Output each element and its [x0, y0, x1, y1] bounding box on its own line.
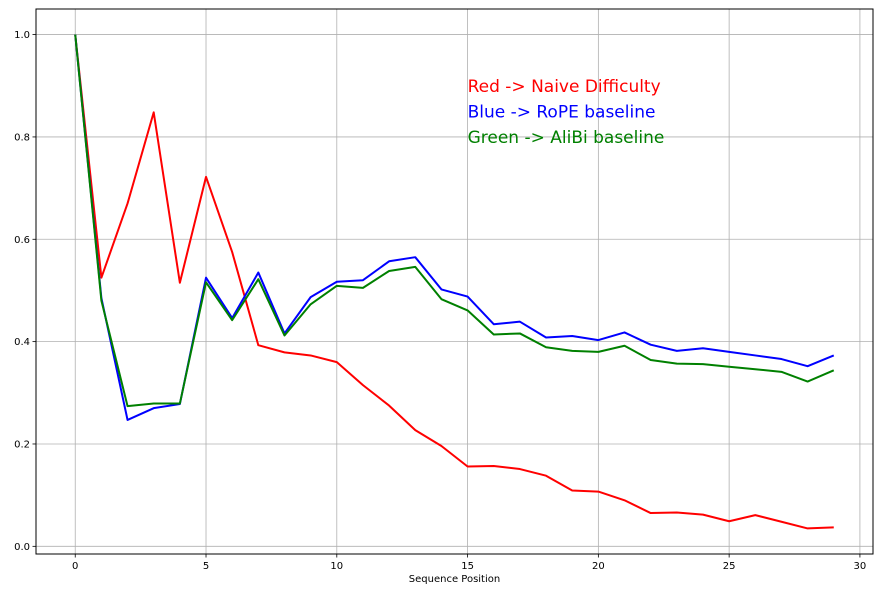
x-tick-label: 5 — [203, 561, 209, 572]
series-red-line — [74, 34, 834, 530]
x-tick-label: 20 — [592, 561, 605, 572]
x-tick-label: 15 — [461, 561, 474, 572]
y-tick-label: 0.4 — [14, 337, 30, 348]
x-axis-label: Sequence Position — [409, 574, 500, 585]
x-tick-label: 10 — [330, 561, 343, 572]
annotation-blue: Blue -> RoPE baseline — [468, 102, 656, 122]
annotation-red: Red -> Naive Difficulty — [468, 77, 661, 97]
x-tick-label: 30 — [854, 561, 867, 572]
plot-background — [36, 9, 873, 554]
x-tick-label: 25 — [723, 561, 736, 572]
grid — [36, 9, 873, 554]
series-lines — [74, 34, 835, 530]
legend-annotations: Red -> Naive Difficulty Blue -> RoPE base… — [468, 77, 665, 148]
y-axis-ticks: 0.0 0.2 0.4 0.6 0.8 1.0 — [14, 30, 36, 553]
series-green-line — [74, 34, 835, 408]
y-tick-label: 0.6 — [14, 235, 30, 246]
y-tick-label: 0.2 — [14, 439, 30, 450]
y-tick-label: 0.8 — [14, 132, 30, 143]
y-tick-label: 0.0 — [14, 542, 30, 553]
x-axis-ticks: 0 5 10 15 20 25 30 — [72, 554, 866, 572]
y-tick-label: 1.0 — [14, 30, 30, 41]
x-tick-label: 0 — [72, 561, 78, 572]
plot-frame — [35, 8, 874, 555]
annotation-green: Green -> AliBi baseline — [468, 128, 665, 148]
